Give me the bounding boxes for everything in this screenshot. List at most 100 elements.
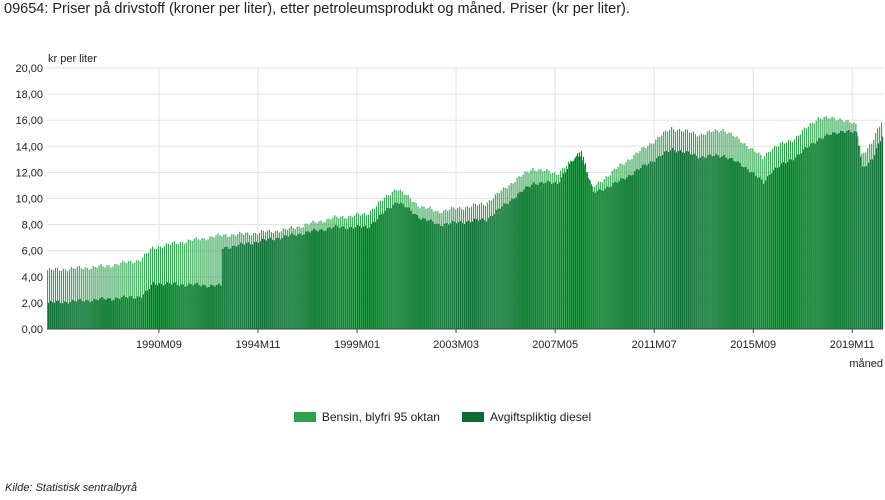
bar-diesel: [263, 239, 266, 329]
bar-diesel: [836, 134, 838, 329]
bar-bensin: [506, 188, 508, 329]
bar-bensin: [397, 191, 399, 329]
bar-diesel: [681, 152, 684, 329]
bar-diesel: [430, 219, 432, 329]
bar-diesel: [866, 166, 868, 329]
bar-bensin: [694, 133, 696, 329]
bar-bensin: [316, 223, 318, 329]
bar-bensin: [635, 152, 637, 329]
bar-bensin: [603, 179, 605, 329]
bar-diesel: [850, 131, 852, 329]
bar-diesel: [384, 210, 386, 329]
bar-diesel: [321, 229, 323, 329]
bar-diesel: [868, 162, 870, 329]
bar-diesel: [719, 157, 721, 329]
bar-diesel: [590, 184, 592, 329]
bar-diesel: [632, 174, 634, 329]
bar-bensin: [201, 238, 203, 329]
bar-bensin: [869, 144, 871, 329]
bar-bensin: [849, 122, 851, 329]
bar-diesel: [210, 284, 212, 329]
bar-diesel: [462, 223, 464, 329]
bar-diesel: [487, 218, 489, 329]
bar-bensin: [805, 128, 807, 329]
bar-diesel: [800, 153, 802, 329]
bar-diesel: [521, 191, 523, 329]
bar-diesel: [531, 184, 533, 329]
bar-bensin: [730, 132, 732, 329]
bar-bensin: [720, 130, 722, 329]
bar-bensin: [296, 226, 298, 329]
bar-bensin: [318, 221, 320, 329]
bar-diesel: [697, 158, 699, 329]
bar-diesel: [701, 156, 703, 329]
bar-diesel: [705, 157, 707, 329]
bar-bensin: [308, 224, 310, 329]
bar-bensin: [136, 260, 138, 329]
bar-bensin: [385, 194, 387, 329]
bar-bensin: [268, 229, 271, 329]
bar-diesel: [699, 157, 701, 329]
bar-bensin: [94, 266, 96, 329]
bar-diesel: [255, 241, 258, 329]
bar-bensin: [633, 154, 635, 329]
bar-diesel: [507, 203, 509, 329]
bar-diesel: [388, 208, 390, 329]
bar-bensin: [286, 229, 288, 329]
bar-diesel: [810, 143, 812, 329]
bar-diesel: [424, 218, 426, 329]
bar-diesel: [143, 294, 145, 329]
bar-bensin: [823, 116, 825, 330]
bar-bensin: [700, 133, 702, 329]
bar-diesel: [523, 189, 525, 329]
bar-bensin: [405, 194, 407, 329]
bar-diesel: [493, 214, 495, 329]
bar-bensin: [116, 264, 118, 329]
bar-bensin: [64, 269, 66, 329]
bar-diesel: [285, 235, 287, 329]
bar-bensin: [421, 206, 423, 329]
legend-item-bensin[interactable]: Bensin, blyfri 95 oktan: [293, 410, 440, 424]
bar-bensin: [264, 232, 267, 329]
bar-bensin: [211, 236, 213, 329]
bar-diesel: [454, 221, 456, 329]
bar-diesel: [864, 166, 866, 329]
bar-bensin: [451, 206, 453, 329]
bar-diesel: [727, 159, 729, 329]
bar-diesel: [553, 182, 555, 329]
bar-diesel: [881, 136, 884, 329]
x-tick-label: 1999M01: [334, 339, 380, 351]
bar-diesel: [283, 235, 285, 329]
bar-diesel: [763, 183, 765, 329]
bar-bensin: [84, 267, 86, 329]
bar-diesel: [422, 218, 424, 329]
bar-diesel: [127, 297, 129, 329]
bar-diesel: [442, 226, 444, 329]
bar-diesel: [624, 179, 626, 329]
bar-diesel: [842, 131, 844, 329]
bar-bensin: [369, 210, 372, 329]
bar-bensin: [560, 170, 562, 329]
bar-bensin: [766, 152, 768, 329]
y-tick-label: 18,00: [15, 89, 43, 101]
bar-bensin: [205, 240, 207, 329]
bar-diesel: [731, 158, 733, 329]
bar-bensin: [179, 241, 181, 329]
bar-bensin: [663, 131, 665, 329]
bar-diesel: [63, 301, 65, 329]
bar-bensin: [163, 245, 166, 329]
bar-bensin: [207, 239, 209, 329]
bar-bensin: [112, 266, 114, 329]
bar-bensin: [342, 215, 344, 329]
bar-bensin: [423, 206, 425, 329]
bar-bensin: [744, 143, 746, 329]
bar-diesel: [559, 182, 561, 329]
bar-bensin: [484, 206, 486, 329]
bar-bensin: [262, 231, 265, 329]
bar-diesel: [618, 181, 620, 329]
bar-bensin: [756, 153, 758, 329]
bar-diesel: [741, 166, 743, 329]
bar-bensin: [68, 269, 70, 329]
bar-bensin: [655, 139, 657, 329]
legend-item-diesel[interactable]: Avgiftspliktig diesel: [461, 410, 591, 424]
